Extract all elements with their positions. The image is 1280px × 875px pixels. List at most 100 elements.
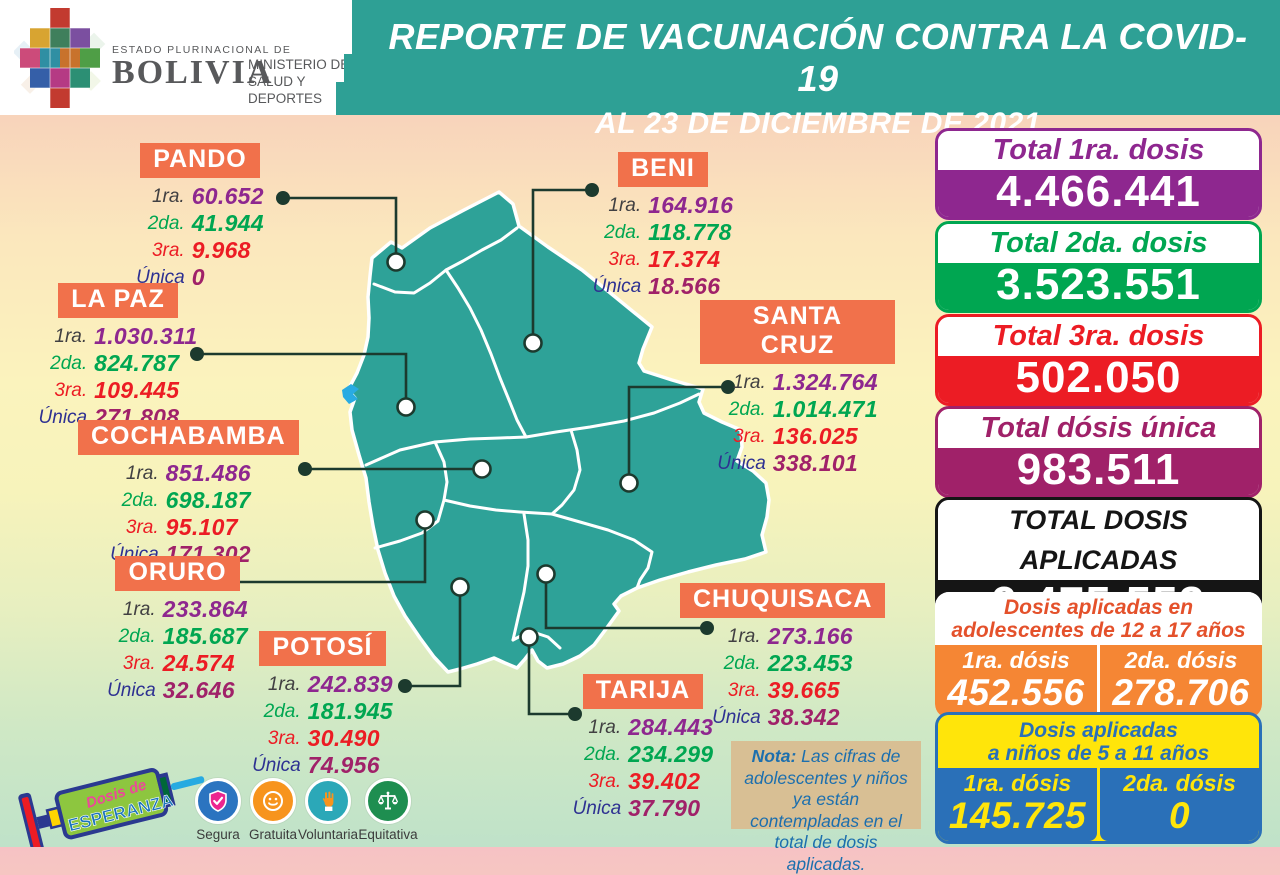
dose-label-2da: 2da.	[121, 490, 159, 511]
adolescents-1ra-cell: 1ra. dósis 452.556	[935, 645, 1097, 718]
dose-value-2da: 824.787	[94, 350, 180, 376]
cell-label: 1ra. dósis	[962, 647, 1070, 673]
total-card-label: Total dósis única	[938, 409, 1259, 448]
children-doses-card: Dosis aplicadas a niños de 5 a 11 años 1…	[935, 712, 1262, 844]
map-marker-lapaz	[396, 397, 416, 417]
dose-label-1ra: 1ra.	[267, 674, 301, 695]
dose-label-2da: 2da.	[50, 353, 88, 374]
raised-hand-icon	[305, 778, 351, 824]
logo-country-name: BOLIVIA	[112, 54, 274, 91]
principle-gratuita: Gratuita	[238, 778, 308, 842]
dept-block-pando: PANDO 1ra. 60.652 2da. 41.944 3ra. 9.968 Ún…	[120, 143, 280, 291]
cell-value: 0	[1168, 795, 1191, 836]
dose-label-3ra: 3ra.	[122, 653, 156, 674]
bolivia-coat-logo	[14, 8, 106, 108]
dose-label-1ra: 1ra.	[608, 195, 642, 216]
dose-label-2da: 2da.	[147, 213, 185, 234]
total-card-value: 983.511	[938, 448, 1259, 495]
cell-value: 452.556	[947, 672, 1085, 713]
dose-value-3ra: 24.574	[162, 650, 235, 676]
principle-label: Segura	[196, 827, 240, 842]
dose-label-unica: Única	[38, 407, 88, 428]
report-title-line1: REPORTE DE VACUNACIÓN CONTRA LA COVID-19	[388, 16, 1248, 99]
dosis-de-esperanza-graphic: Dosis de ESPERANZA	[14, 742, 214, 857]
total-card-label: Total 2da. dosis	[938, 224, 1259, 263]
header-logo-area: ESTADO PLURINACIONAL DE BOLIVIA MINISTER…	[0, 0, 352, 115]
balance-scales-icon	[365, 778, 411, 824]
total-card-dosis-unica: Total dósis única 983.511	[935, 406, 1262, 498]
dose-value-unica: 18.566	[648, 273, 721, 299]
principle-segura: Segura	[183, 778, 253, 842]
dose-label-3ra: 3ra.	[267, 728, 301, 749]
map-marker-tarija	[519, 627, 539, 647]
map-marker-potosi	[450, 577, 470, 597]
dose-label-unica: Única	[136, 267, 185, 288]
total-card-1ra-dosis: Total 1ra. dosis 4.466.441	[935, 128, 1262, 220]
dose-label-1ra: 1ra.	[727, 626, 761, 647]
dose-label-unica: Única	[572, 798, 622, 819]
dose-label-unica: Única	[107, 680, 156, 701]
dose-label-3ra: 3ra.	[727, 680, 761, 701]
dose-value-1ra: 164.916	[648, 192, 734, 218]
dose-value-1ra: 242.839	[307, 671, 393, 697]
dept-badge: PANDO	[140, 143, 260, 178]
total-card-label: TOTAL DOSIS APLICADAS	[938, 500, 1259, 580]
dose-label-3ra: 3ra.	[608, 249, 642, 270]
dept-block-lapaz: LA PAZ 1ra. 1.030.311 2da. 824.787 3ra. 109…	[28, 283, 208, 431]
dose-value-unica: 37.790	[628, 795, 701, 821]
dose-label-2da: 2da.	[728, 399, 766, 420]
dose-value-1ra: 1.030.311	[94, 323, 198, 349]
dose-value-unica: 74.956	[307, 752, 380, 778]
dept-badge: BENI	[618, 152, 708, 187]
dose-value-3ra: 30.490	[307, 725, 380, 751]
dose-value-2da: 185.687	[162, 623, 248, 649]
dose-value-2da: 1.014.471	[772, 396, 878, 422]
page-title: REPORTE DE VACUNACIÓN CONTRA LA COVID-19…	[368, 0, 1268, 140]
dose-value-1ra: 233.864	[162, 596, 248, 622]
dose-value-2da: 223.453	[767, 650, 853, 676]
adolescents-card-title: Dosis aplicadas en adolescentes de 12 a …	[935, 592, 1262, 645]
principle-equitativa: Equitativa	[353, 778, 423, 842]
dose-value-3ra: 39.665	[767, 677, 840, 703]
children-2da-cell: 2da. dósis 0	[1100, 768, 1259, 841]
principle-label: Voluntaria	[297, 827, 359, 842]
dose-value-2da: 234.299	[628, 741, 714, 767]
children-card-title: Dosis aplicadas a niños de 5 a 11 años	[938, 715, 1259, 768]
dept-block-santacruz: SANTA CRUZ 1ra. 1.324.764 2da. 1.014.471 3…	[700, 300, 895, 477]
ministry-name: MINISTERIO DE SALUD Y DEPORTES	[248, 57, 350, 106]
logo-state-line: ESTADO PLURINACIONAL DE	[112, 44, 292, 56]
cell-value: 145.725	[948, 795, 1087, 836]
dose-label-1ra: 1ra.	[54, 326, 88, 347]
dose-value-unica: 338.101	[772, 450, 859, 476]
total-card-label: Total 1ra. dosis	[938, 131, 1259, 170]
dept-badge: TARIJA	[582, 674, 704, 709]
lake-titicaca	[342, 384, 359, 404]
dose-label-unica: Única	[717, 453, 766, 474]
adolescents-2da-cell: 2da. dósis 278.706	[1100, 645, 1262, 718]
dept-block-beni: BENI 1ra. 164.916 2da. 118.778 3ra. 17.374 …	[578, 152, 748, 300]
dept-badge: COCHABAMBA	[78, 420, 299, 455]
dose-label-unica: Única	[252, 755, 301, 776]
dept-block-tarija: TARIJA 1ra. 284.443 2da. 234.299 3ra. 39.40…	[563, 674, 723, 822]
cell-value: 278.706	[1112, 672, 1250, 713]
dose-value-3ra: 136.025	[772, 423, 859, 449]
dose-value-3ra: 95.107	[165, 514, 238, 540]
header-bar: ESTADO PLURINACIONAL DE BOLIVIA MINISTER…	[0, 0, 1280, 140]
note-box: Nota: Las cifras de adolescentes y niños…	[731, 741, 921, 874]
principle-voluntaria: Voluntaria	[293, 778, 363, 842]
dept-block-potosi: POTOSÍ 1ra. 242.839 2da. 181.945 3ra. 30.49…	[245, 631, 400, 779]
adolescents-doses-card: Dosis aplicadas en adolescentes de 12 a …	[935, 592, 1262, 718]
dose-value-unica: 38.342	[767, 704, 840, 730]
dose-label-1ra: 1ra.	[733, 372, 766, 393]
dose-label-2da: 2da.	[584, 744, 622, 765]
dept-badge: CHUQUISACA	[680, 583, 886, 618]
dose-value-1ra: 60.652	[191, 183, 264, 209]
shield-check-icon	[195, 778, 241, 824]
dose-label-2da: 2da.	[604, 222, 642, 243]
children-1ra-cell: 1ra. dósis 145.725	[938, 768, 1097, 841]
header-step-decoration	[344, 54, 352, 115]
dose-label-2da: 2da.	[723, 653, 761, 674]
dose-label-3ra: 3ra.	[588, 771, 622, 792]
dose-label-3ra: 3ra.	[151, 240, 185, 261]
dose-label-2da: 2da.	[118, 626, 156, 647]
